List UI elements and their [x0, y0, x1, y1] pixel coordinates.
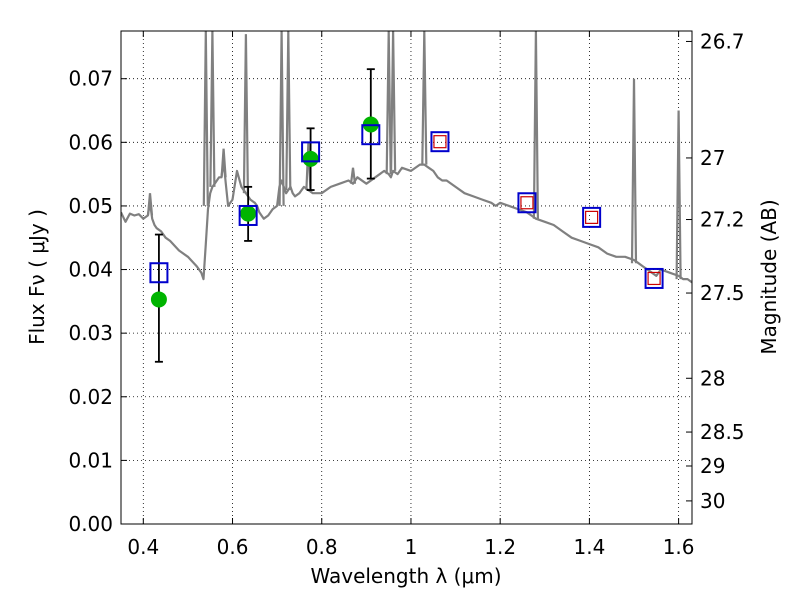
x-tick-label: 1.2	[484, 535, 516, 559]
emission-line-spike	[532, 31, 539, 219]
y2-tick-label: 28	[700, 366, 725, 390]
y-tick-label: 0.06	[68, 130, 113, 154]
model-spectrum-line	[121, 160, 692, 284]
emission-line-spike	[146, 193, 154, 216]
y-tick-label: 0.02	[68, 385, 113, 409]
observed-point	[240, 205, 257, 222]
emission-line-spike	[209, 31, 216, 187]
emission-line-spike	[675, 110, 682, 280]
y2-axis-title: Magnitude (AB)	[757, 199, 781, 354]
model-photometry-square	[301, 141, 321, 163]
model-spectrum-layer	[121, 31, 692, 284]
y-axis-ticks: 0.00 0.01 0.02 0.03 0.04 0.05 0.06 0.07	[68, 67, 127, 536]
y2-tick-label: 30	[700, 489, 725, 513]
emission-line-spike	[202, 31, 209, 206]
y2-tick-label: 26.7	[700, 29, 745, 53]
x-tick-label: 0.8	[306, 535, 338, 559]
x-axis-ticks: 0.4 0.6 0.8 1 1.2 1.4 1.6	[127, 31, 695, 559]
emission-line-spike	[385, 31, 392, 175]
model-photometry-square	[430, 131, 450, 153]
emission-line-spike	[349, 167, 357, 184]
model-photometry-square	[644, 267, 664, 289]
x-tick-label: 1.6	[663, 535, 695, 559]
y-tick-label: 0.04	[68, 258, 113, 282]
plot-frame	[120, 30, 693, 525]
y2-tick-label: 27.5	[700, 281, 745, 305]
x-tick-label: 0.6	[217, 535, 249, 559]
y2-tick-label: 28.5	[700, 420, 745, 444]
x-tick-label: 1.4	[573, 535, 605, 559]
x-axis-title: Wavelength λ (μm)	[310, 564, 501, 588]
inner-photometry-square	[520, 196, 534, 210]
model-photometry-square	[238, 204, 258, 226]
model-photometry-square	[149, 262, 169, 284]
y2-tick-label: 29	[700, 454, 725, 478]
y-tick-label: 0.00	[68, 512, 113, 536]
y-tick-label: 0.03	[68, 321, 113, 345]
y2-tick-label: 27	[700, 146, 725, 170]
emission-line-spike	[390, 31, 397, 171]
emission-line-spike	[285, 31, 292, 191]
inner-photometry-square	[433, 135, 447, 149]
model-photometry-square	[361, 124, 381, 146]
emission-line-spike	[278, 31, 285, 206]
model-photometry-square	[582, 206, 602, 228]
y-tick-label: 0.01	[68, 448, 113, 472]
observed-point	[150, 291, 167, 308]
observed-point	[302, 150, 319, 167]
y2-tick-label: 27.2	[700, 208, 745, 232]
plot-area	[121, 31, 692, 363]
x-tick-label: 1	[405, 535, 418, 559]
model-photometry-layer	[149, 124, 664, 289]
emission-line-spike	[630, 78, 638, 264]
y-tick-label: 0.07	[68, 67, 113, 91]
model-photometry-square	[517, 192, 537, 214]
x-tick-label: 0.4	[127, 535, 159, 559]
y-axis-title: Flux Fν ( μJy )	[25, 209, 49, 345]
emission-line-spike	[220, 148, 227, 178]
emission-line-spike	[242, 34, 249, 194]
inner-photometry-square	[647, 271, 661, 286]
emission-line-spike	[421, 31, 428, 165]
inner-photometry-square	[585, 210, 599, 224]
y2-axis-ticks: 26.7 27 27.2 27.5 28 28.5 29 30	[686, 29, 745, 513]
y-tick-label: 0.05	[68, 194, 113, 218]
